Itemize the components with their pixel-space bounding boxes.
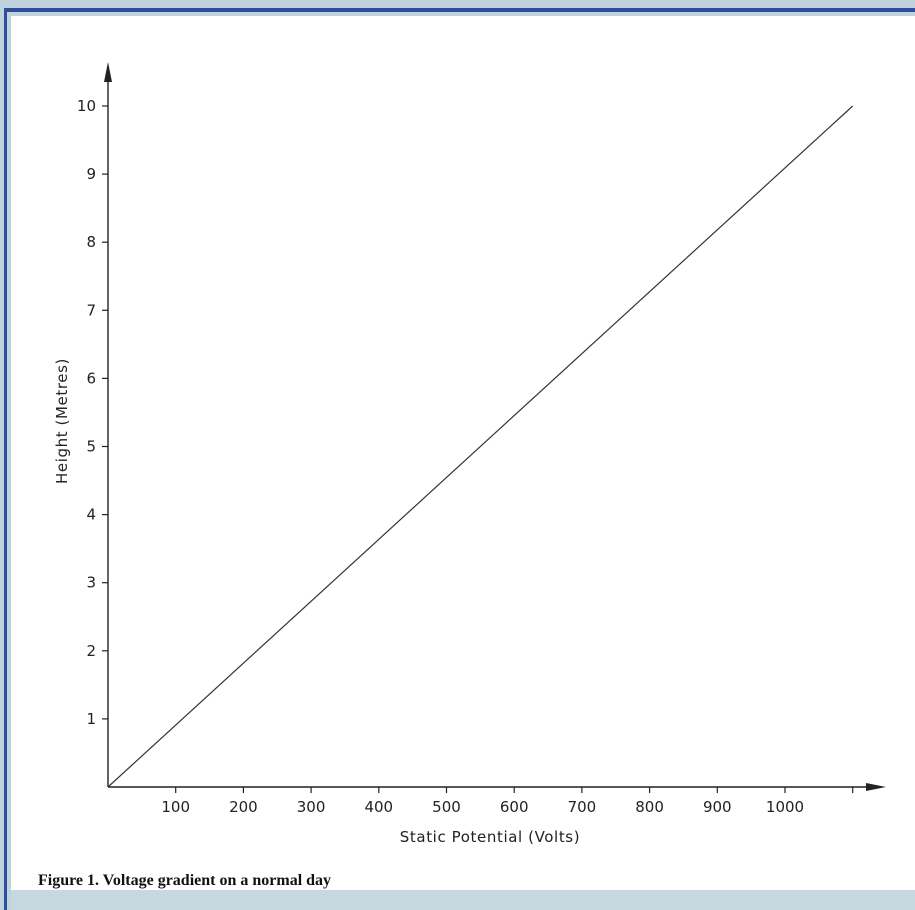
y-tick-label: 1 [86, 710, 96, 728]
y-ticks: 1 2 3 4 5 6 7 8 9 10 [77, 97, 108, 728]
x-tick-label: 600 [500, 798, 529, 816]
series-line [107, 105, 854, 788]
x-tick-label: 200 [229, 798, 258, 816]
y-axis-label: Height (Metres) [53, 358, 71, 484]
x-tick-label: 800 [635, 798, 664, 816]
series-layer [107, 105, 854, 788]
y-tick-label: 3 [86, 574, 96, 592]
x-ticks: 100 200 300 400 500 600 700 800 900 1000 [161, 787, 854, 816]
y-tick-label: 4 [86, 506, 96, 524]
x-tick-label: 1000 [766, 798, 804, 816]
figure-caption: Figure 1. Voltage gradient on a normal d… [38, 872, 332, 889]
y-tick-label: 6 [86, 369, 96, 387]
x-tick-label: 700 [568, 798, 597, 816]
y-tick-label: 5 [86, 438, 96, 456]
x-tick-label: 300 [297, 798, 326, 816]
x-axis-arrow [866, 783, 886, 791]
x-tick-label: 100 [161, 798, 190, 816]
y-axis-arrow [104, 62, 112, 82]
y-tick-label: 9 [86, 165, 96, 183]
x-axis-label: Static Potential (Volts) [400, 828, 580, 846]
y-tick-label: 8 [86, 233, 96, 251]
bottom-band [11, 890, 915, 910]
x-tick-label: 400 [364, 798, 393, 816]
x-tick-label: 500 [432, 798, 461, 816]
axes [104, 62, 886, 791]
chart-panel [11, 16, 915, 890]
y-tick-label: 2 [86, 642, 96, 660]
x-tick-label: 900 [703, 798, 732, 816]
y-tick-label: 7 [86, 301, 96, 319]
y-tick-label: 10 [77, 97, 96, 115]
